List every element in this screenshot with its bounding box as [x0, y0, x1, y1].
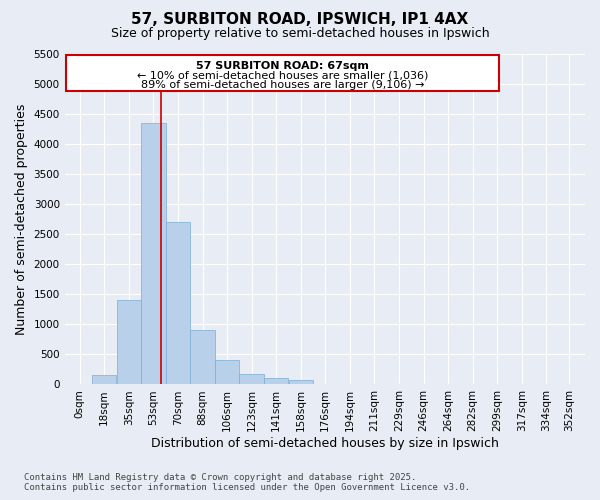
Text: 89% of semi-detached houses are larger (9,106) →: 89% of semi-detached houses are larger (… [140, 80, 424, 90]
Bar [116, 300, 141, 384]
Y-axis label: Number of semi-detached properties: Number of semi-detached properties [15, 104, 28, 335]
Bar [166, 222, 190, 384]
Bar [141, 123, 166, 384]
Bar [190, 330, 215, 384]
Bar [264, 378, 289, 384]
Text: Size of property relative to semi-detached houses in Ipswich: Size of property relative to semi-detach… [110, 28, 490, 40]
Text: 57 SURBITON ROAD: 67sqm: 57 SURBITON ROAD: 67sqm [196, 60, 369, 70]
Text: Contains HM Land Registry data © Crown copyright and database right 2025.
Contai: Contains HM Land Registry data © Crown c… [24, 473, 470, 492]
Text: 57, SURBITON ROAD, IPSWICH, IP1 4AX: 57, SURBITON ROAD, IPSWICH, IP1 4AX [131, 12, 469, 28]
Bar [239, 374, 264, 384]
Bar [92, 376, 116, 384]
Bar [66, 54, 499, 92]
Bar [215, 360, 239, 384]
X-axis label: Distribution of semi-detached houses by size in Ipswich: Distribution of semi-detached houses by … [151, 437, 499, 450]
Text: ← 10% of semi-detached houses are smaller (1,036): ← 10% of semi-detached houses are smalle… [137, 71, 428, 81]
Bar [289, 380, 313, 384]
